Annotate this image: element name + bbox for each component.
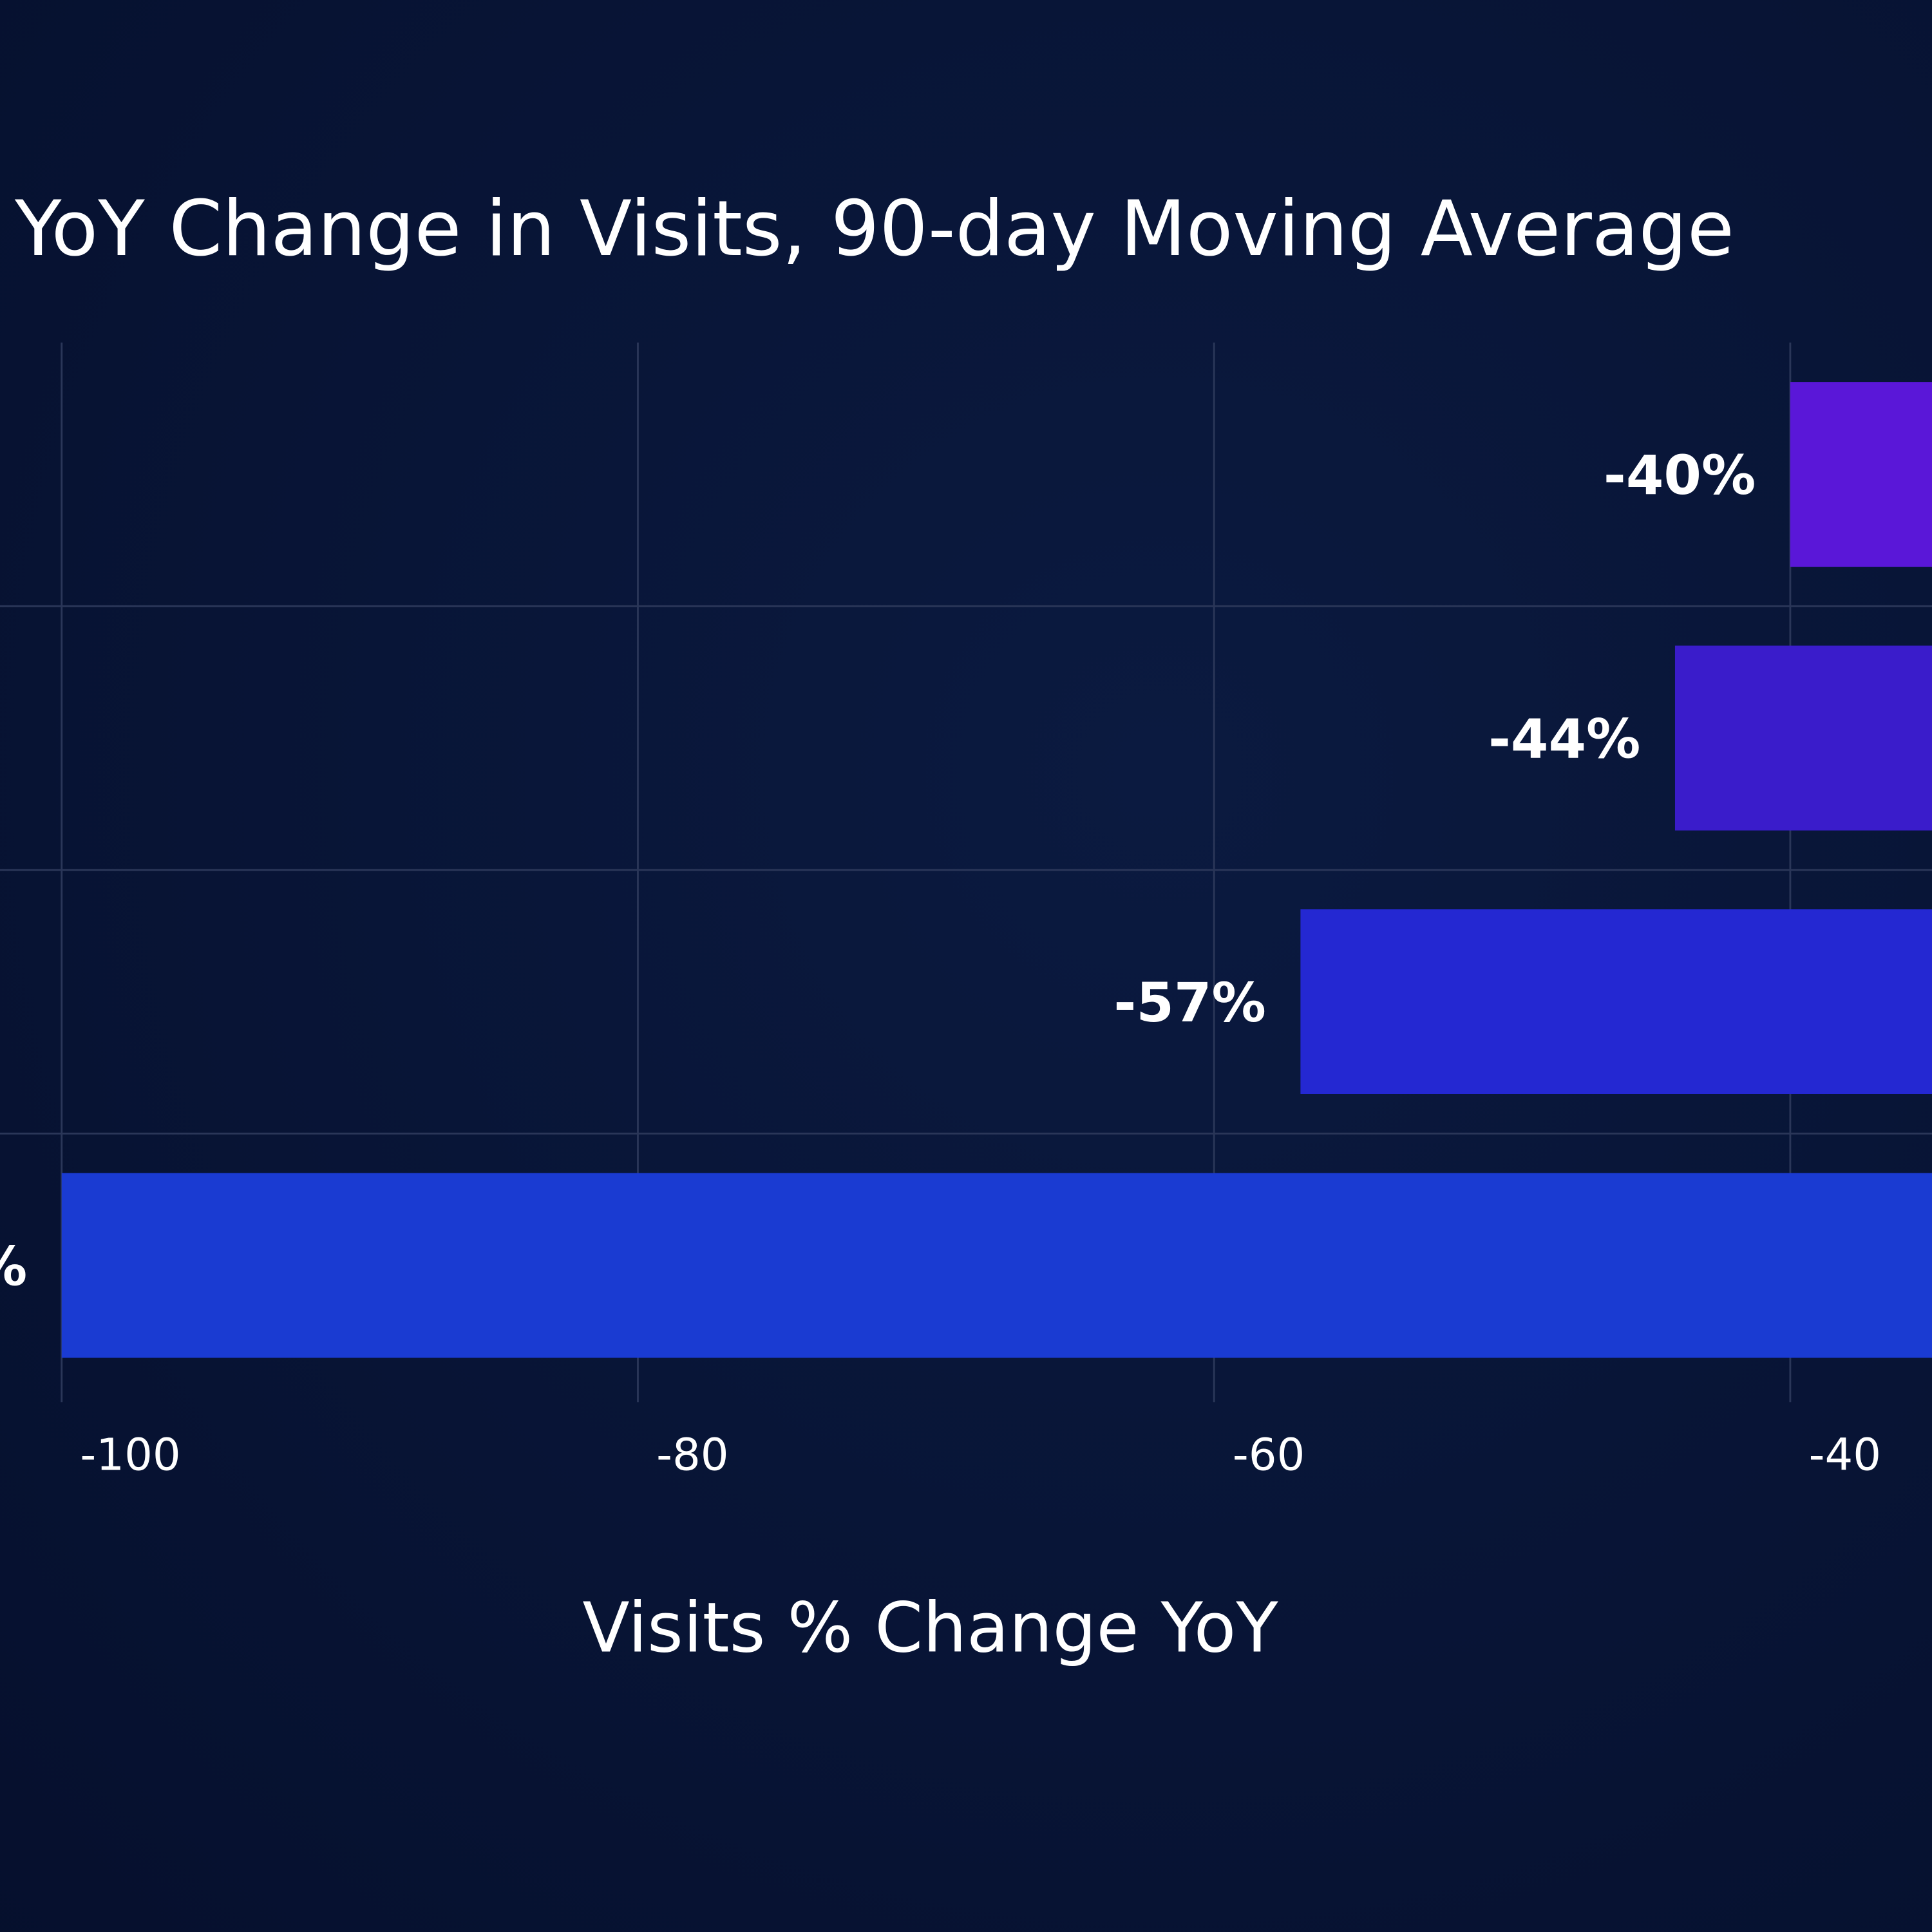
value-label: -57% [1113,971,1265,1034]
x-tick-label: -80 [656,1429,728,1481]
bars [61,382,1932,1358]
x-tick-label: -40 [1809,1429,1881,1481]
chart-title: YoY Change in Visits, 90-day Moving Aver… [14,184,1734,273]
value-label: -100% [0,1235,27,1298]
x-tick-label: -100 [80,1429,180,1481]
x-axis-label: Visits % Change YoY [582,1588,1278,1668]
bar [1300,909,1932,1094]
bar [1790,382,1932,567]
value-label: -40% [1604,444,1756,507]
bar [61,1173,1932,1358]
x-tick-label: -60 [1233,1429,1305,1481]
value-label: -44% [1488,708,1640,771]
bar [1674,645,1932,831]
